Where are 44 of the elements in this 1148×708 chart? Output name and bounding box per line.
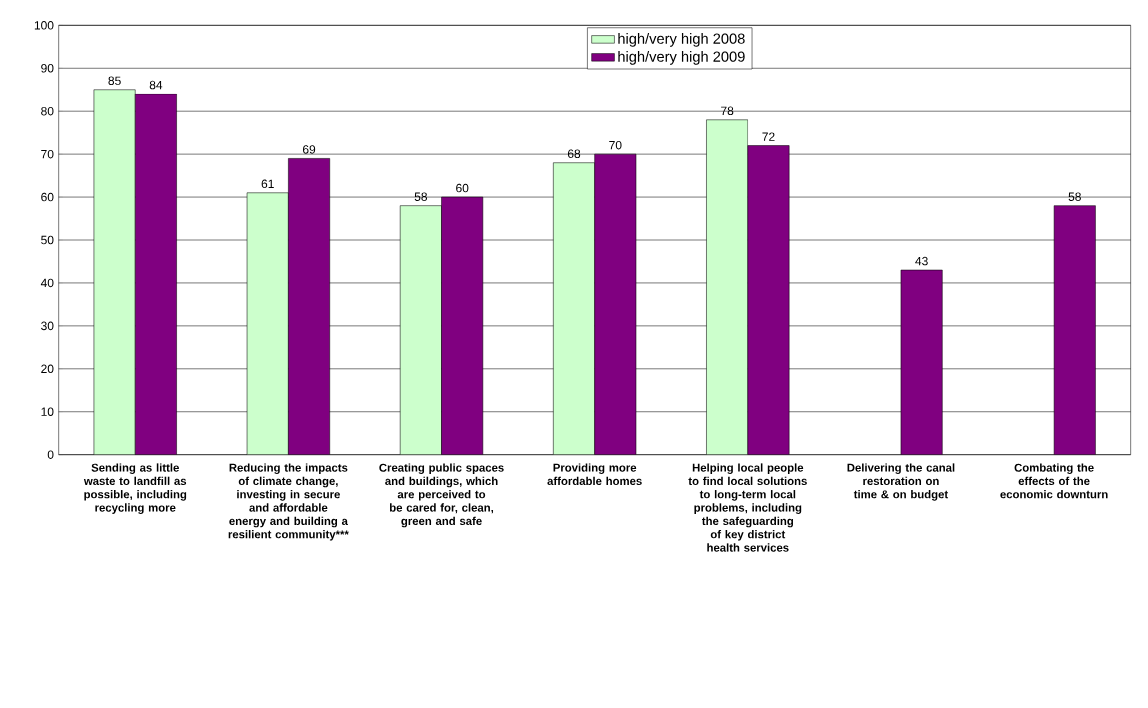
y-tick-label: 80 bbox=[41, 106, 54, 116]
y-tick-label: 70 bbox=[41, 149, 54, 159]
bar bbox=[1053, 205, 1096, 455]
legend-label: high/very high 2009 bbox=[618, 51, 745, 65]
data-label: 68 bbox=[567, 149, 581, 159]
bar bbox=[747, 145, 790, 455]
x-tick-label: Providing more affordable homes bbox=[547, 463, 642, 486]
x-tick-label: Combating the effects of the economic downturn bbox=[1000, 463, 1108, 499]
data-label: 43 bbox=[915, 256, 928, 266]
data-label: 85 bbox=[108, 76, 121, 86]
bar bbox=[288, 158, 330, 455]
y-tick-label: 40 bbox=[40, 278, 54, 288]
bar bbox=[553, 162, 595, 455]
bar bbox=[900, 269, 943, 455]
y-tick-label: 30 bbox=[41, 321, 54, 331]
bar bbox=[441, 196, 484, 455]
y-tick-label: 50 bbox=[41, 235, 54, 245]
y-tick-label: 60 bbox=[41, 192, 54, 202]
x-tick-label: Sending as little waste to landfill as possible, including recycling more bbox=[83, 463, 187, 514]
x-tick-label: Helping local people to find local solutions to long-term local problems, including the safeguarding of key district health services bbox=[688, 463, 807, 552]
x-tick-label: Delivering the canal restoration on time & on budget bbox=[847, 463, 955, 501]
y-tick-label: 90 bbox=[41, 64, 54, 73]
x-tick-label: Reducing the impacts of climate change, investing in secure and affordable energy and building a resilient community*** bbox=[228, 463, 349, 541]
data-label: 84 bbox=[149, 80, 163, 90]
data-label: 61 bbox=[261, 179, 274, 189]
data-label: 58 bbox=[414, 192, 428, 201]
data-label: 70 bbox=[609, 140, 622, 150]
data-label: 78 bbox=[721, 106, 734, 116]
data-label: 60 bbox=[456, 183, 469, 193]
bar bbox=[706, 119, 749, 455]
y-tick-label: 10 bbox=[41, 407, 54, 416]
data-label: 69 bbox=[302, 145, 316, 154]
legend-label: high/very high 2008 bbox=[618, 33, 745, 47]
y-tick-label: 0 bbox=[47, 450, 54, 459]
y-tick-label: 20 bbox=[41, 364, 54, 374]
bar bbox=[246, 192, 289, 455]
x-tick-label: Creating public spaces and buildings, which are perceived to be cared for, clean, green and safe bbox=[379, 463, 504, 528]
bar bbox=[594, 153, 637, 455]
y-tick-label: 100 bbox=[34, 21, 54, 30]
bar bbox=[93, 89, 136, 455]
bar bbox=[134, 93, 177, 455]
bar bbox=[399, 205, 442, 455]
data-label: 58 bbox=[1068, 192, 1081, 201]
data-label: 72 bbox=[762, 132, 775, 141]
